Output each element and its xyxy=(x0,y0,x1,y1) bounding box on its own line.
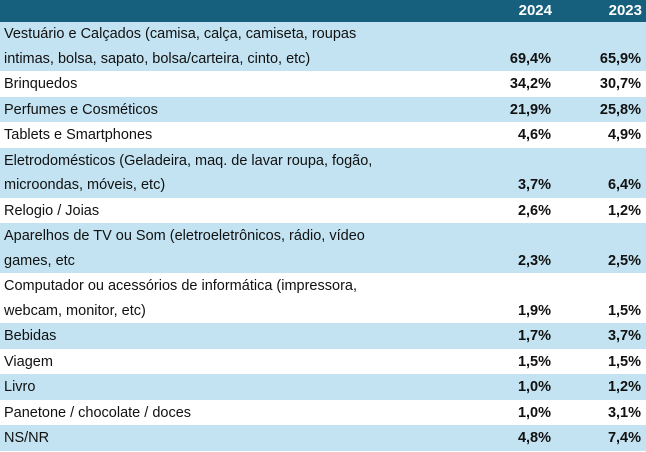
table-row: Bebidas 1,7% 3,7% xyxy=(0,323,646,350)
table-row: Livro 1,0% 1,2% xyxy=(0,374,646,401)
category-label-line: Tablets e Smartphones xyxy=(4,127,153,143)
table-body: Vestuário e Calçados (camisa, calça, cam… xyxy=(0,22,646,452)
category-label-line: Perfumes e Cosméticos xyxy=(4,101,158,118)
category-label-line: Aparelhos de TV ou Som (eletroeletrônico… xyxy=(4,228,365,244)
category-label: Relogio / Joias xyxy=(0,198,462,224)
value-2023: 1,2% xyxy=(556,374,646,401)
category-label-line: NS/NR xyxy=(4,430,50,446)
category-label-line: webcam, monitor, etc) xyxy=(4,302,146,319)
value-2023: 1,5% xyxy=(556,349,646,375)
table-header-row: 2024 2023 xyxy=(0,0,646,22)
header-year-2023: 2023 xyxy=(556,0,646,22)
value-2023: 25,8% xyxy=(556,97,646,123)
value-2024: 69,4% xyxy=(462,22,556,72)
value-2024: 1,0% xyxy=(462,400,556,426)
category-label-line: Livro xyxy=(4,379,36,395)
category-label-line: games, etc xyxy=(4,252,75,269)
value-2023: 30,7% xyxy=(556,71,646,98)
value-2024: 1,5% xyxy=(462,349,556,375)
category-label: Brinquedos xyxy=(0,71,462,98)
value-2023: 3,7% xyxy=(556,323,646,350)
category-label-line: Computador ou acessórios de informática … xyxy=(4,278,357,294)
category-label: Bebidas xyxy=(0,323,462,350)
value-2023: 3,1% xyxy=(556,400,646,426)
category-label-line: intimas, bolsa, sapato, bolsa/carteira, … xyxy=(4,50,311,67)
category-label-line: Panetone / chocolate / doces xyxy=(4,404,192,421)
table-row: Aparelhos de TV ou Som (eletroeletrônico… xyxy=(0,223,646,274)
value-2023: 7,4% xyxy=(556,425,646,452)
category-label-line: Eletrodomésticos (Geladeira, maq. de lav… xyxy=(4,152,373,169)
value-2023: 6,4% xyxy=(556,148,646,199)
category-label-line: Vestuário e Calçados (camisa, calça, cam… xyxy=(4,26,357,42)
category-label-line: microondas, móveis, etc) xyxy=(4,177,166,193)
table-row: Computador ou acessórios de informática … xyxy=(0,273,646,324)
category-label: Eletrodomésticos (Geladeira, maq. de lav… xyxy=(0,148,462,199)
header-label-cell xyxy=(0,0,462,22)
table-row: Brinquedos 34,2% 30,7% xyxy=(0,71,646,98)
value-2024: 4,6% xyxy=(462,122,556,149)
value-2023: 65,9% xyxy=(556,22,646,72)
value-2024: 1,7% xyxy=(462,323,556,350)
value-2024: 4,8% xyxy=(462,425,556,452)
table-row: Eletrodomésticos (Geladeira, maq. de lav… xyxy=(0,148,646,199)
category-label-line: Viagem xyxy=(4,353,53,370)
category-label: Panetone / chocolate / doces xyxy=(0,400,462,426)
table-row: Panetone / chocolate / doces 1,0% 3,1% xyxy=(0,400,646,426)
value-2023: 1,5% xyxy=(556,273,646,324)
table-row: Tablets e Smartphones 4,6% 4,9% xyxy=(0,122,646,149)
header-year-2024: 2024 xyxy=(462,0,556,22)
category-label: Livro xyxy=(0,374,462,401)
category-label: NS/NR xyxy=(0,425,462,452)
value-2024: 1,9% xyxy=(462,273,556,324)
table-row: Vestuário e Calçados (camisa, calça, cam… xyxy=(0,22,646,72)
value-2024: 34,2% xyxy=(462,71,556,98)
table-row: Perfumes e Cosméticos 21,9% 25,8% xyxy=(0,97,646,123)
value-2024: 1,0% xyxy=(462,374,556,401)
table-row: Relogio / Joias 2,6% 1,2% xyxy=(0,198,646,224)
category-label: Tablets e Smartphones xyxy=(0,122,462,149)
value-2024: 3,7% xyxy=(462,148,556,199)
value-2023: 1,2% xyxy=(556,198,646,224)
value-2024: 21,9% xyxy=(462,97,556,123)
category-label-line: Bebidas xyxy=(4,328,57,344)
table-row: Viagem 1,5% 1,5% xyxy=(0,349,646,375)
category-label: Computador ou acessórios de informática … xyxy=(0,273,462,324)
category-label-line: Relogio / Joias xyxy=(4,202,100,219)
value-2023: 2,5% xyxy=(556,223,646,274)
value-2024: 2,3% xyxy=(462,223,556,274)
category-label-line: Brinquedos xyxy=(4,76,78,92)
category-label: Viagem xyxy=(0,349,462,375)
category-label: Aparelhos de TV ou Som (eletroeletrônico… xyxy=(0,223,462,274)
category-label: Vestuário e Calçados (camisa, calça, cam… xyxy=(0,22,462,72)
category-label: Perfumes e Cosméticos xyxy=(0,97,462,123)
value-2023: 4,9% xyxy=(556,122,646,149)
value-2024: 2,6% xyxy=(462,198,556,224)
table-row: NS/NR 4,8% 7,4% xyxy=(0,425,646,452)
